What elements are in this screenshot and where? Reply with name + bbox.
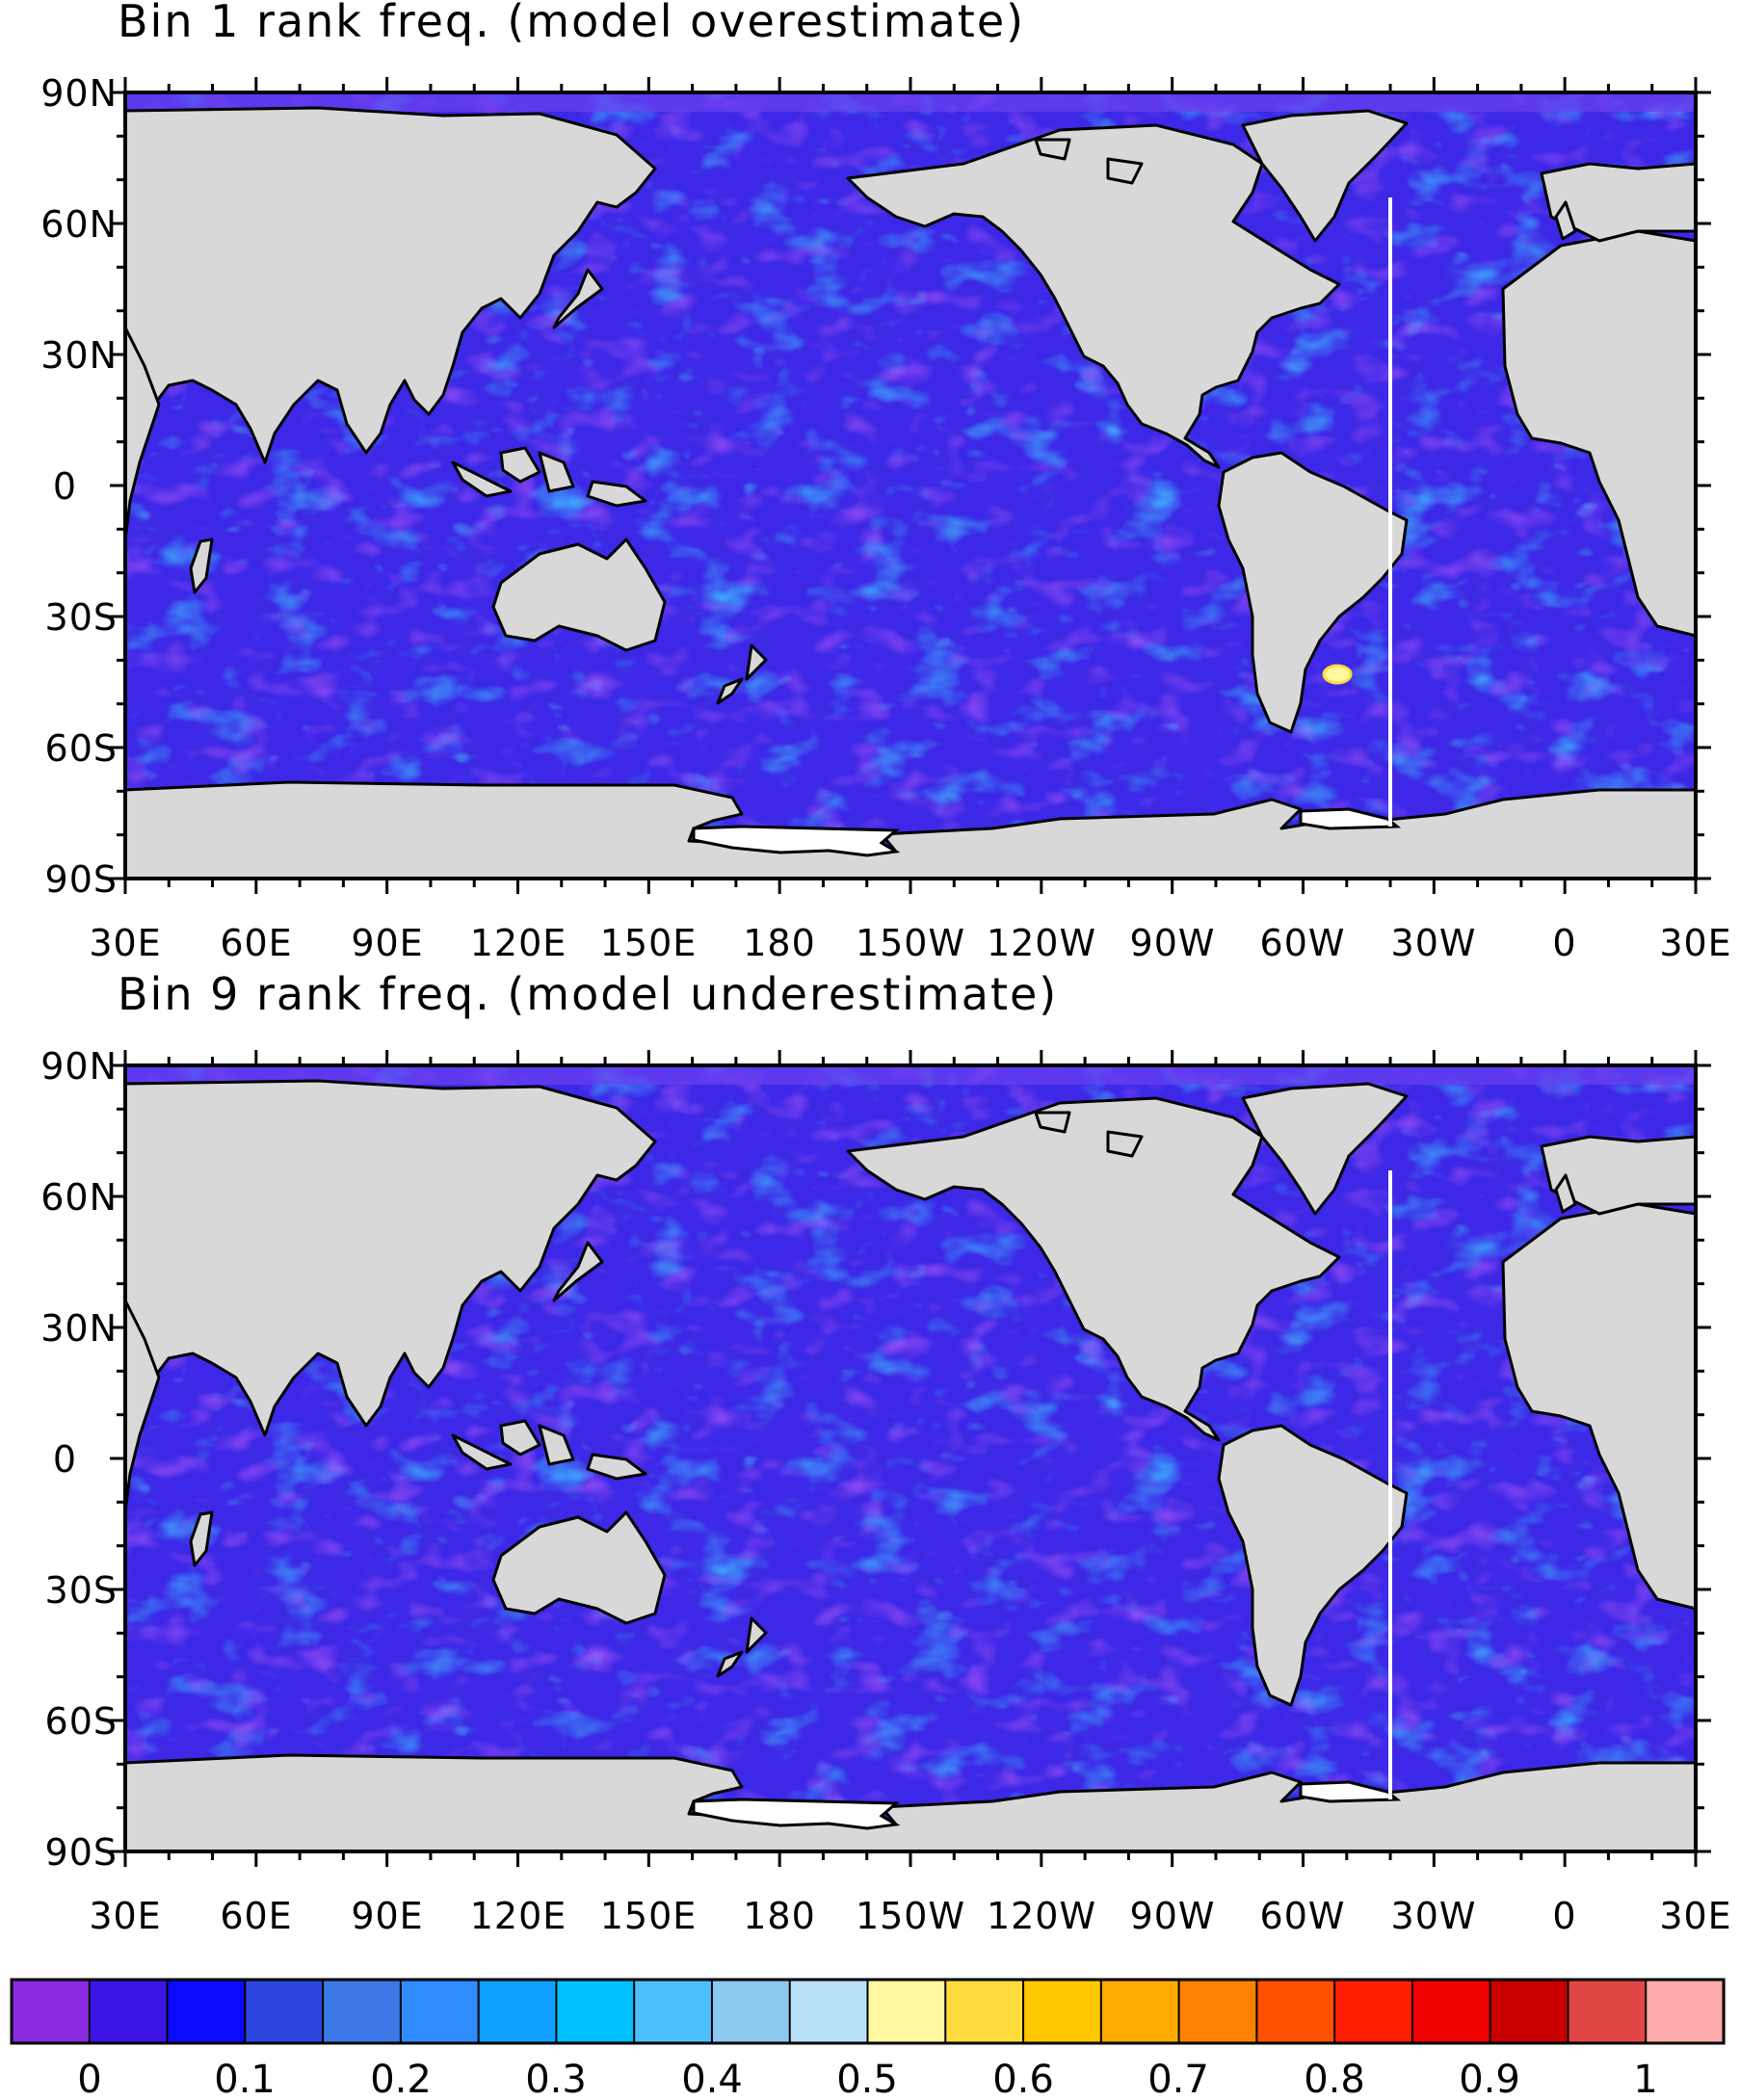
colorbar-label: 0.4 [681,2058,743,2100]
colorbar-swatch [1255,1979,1336,2044]
colorbar-swatch [710,1979,792,2044]
high-value-hotspot [1322,664,1353,685]
colorbar-swatch [11,1979,92,2044]
colorbar-label: 0.7 [1147,2058,1209,2100]
colorbar: 0 0.1 0.2 0.3 0.4 0.5 0.6 0.7 0.8 0.9 1 [10,1978,1726,2100]
colorbar-swatch [1567,1979,1648,2044]
lon-tick-label: 0 [1552,922,1576,964]
lat-tick-label: 90S [45,858,118,901]
colorbar-swatch [477,1979,559,2044]
colorbar-swatch [1333,1979,1414,2044]
lon-tick-label: 60E [220,1895,292,1937]
lat-tick-label: 30S [45,596,118,639]
lon-tick-label: 0 [1552,1895,1576,1937]
lat-tick-label: 90N [40,1045,118,1088]
colorbar-label: 0.5 [836,2058,898,2100]
lon-tick-label: 120E [470,922,567,964]
lat-tick-label: 0 [53,1438,77,1481]
lon-tick-label: 60W [1260,1895,1346,1937]
lon-tick-label: 120W [987,1895,1096,1937]
colorbar-swatch [322,1979,403,2044]
lat-tick-label: 90S [45,1831,118,1874]
colorbar-swatch [633,1979,714,2044]
axis-ticks [110,1050,1711,1867]
lon-tick-label: 150E [600,922,698,964]
colorbar-label: 0.6 [992,2058,1054,2100]
lat-tick-label: 90N [40,72,118,115]
lon-tick-label: 150W [856,1895,965,1937]
colorbar-label: 0.3 [525,2058,587,2100]
lon-tick-label: 90W [1130,922,1216,964]
panel-bin1: Bin 1 rank freq. (model overestimate) 90… [40,0,1731,964]
lat-tick-label: 60N [40,1176,118,1219]
colorbar-swatch [866,1979,947,2044]
colorbar-label: 0.2 [370,2058,432,2100]
lon-tick-label: 180 [743,1895,816,1937]
lon-tick-label: 90E [351,1895,423,1937]
lat-tick-label: 30N [40,1307,118,1350]
map-area [123,92,1698,880]
colorbar-labels: 0 0.1 0.2 0.3 0.4 0.5 0.6 0.7 0.8 0.9 1 [77,2058,1657,2100]
axis-ticks [110,77,1711,894]
colorbar-swatch [88,1979,170,2044]
lon-tick-label: 90E [351,922,423,964]
lon-tick-label: 30E [1659,1895,1731,1937]
panel-title: Bin 9 rank freq. (model underestimate) [118,968,1058,1020]
lat-tick-label: 0 [53,465,77,508]
lat-tick-label: 30N [40,334,118,377]
colorbar-swatch [788,1979,870,2044]
lon-tick-label: 150E [600,1895,698,1937]
colorbar-swatch [399,1979,481,2044]
colorbar-swatch [1645,1979,1726,2044]
colorbar-swatch [166,1979,247,2044]
lon-tick-label: 30W [1391,1895,1477,1937]
lon-tick-label: 120W [987,922,1096,964]
lon-tick-label: 60E [220,922,292,964]
lat-labels: 90N 60N 30N 0 30S 60S 90S [40,72,118,901]
map-area [123,1065,1698,1853]
lon-tick-label: 30E [89,1895,161,1937]
colorbar-swatch [1410,1979,1492,2044]
lon-tick-label: 180 [743,922,816,964]
colorbar-label: 1 [1633,2058,1657,2100]
panel-bin9: Bin 9 rank freq. (model underestimate) 9… [40,968,1731,1937]
colorbar-label: 0.9 [1459,2058,1520,2100]
lon-tick-label: 120E [470,1895,567,1937]
lon-labels: 30E 60E 90E 120E 150E 180 150W 120W 90W … [89,922,1731,964]
lon-tick-label: 90W [1130,1895,1216,1937]
colorbar-swatch [555,1979,636,2044]
lat-tick-label: 60N [40,203,118,246]
lat-tick-label: 60S [45,1700,118,1743]
lon-tick-label: 30E [89,922,161,964]
lat-tick-label: 60S [45,727,118,770]
lon-tick-label: 60W [1260,922,1346,964]
colorbar-swatch [1177,1979,1258,2044]
lon-tick-label: 150W [856,922,965,964]
panel-title: Bin 1 rank freq. (model overestimate) [118,0,1025,47]
lat-tick-label: 30S [45,1569,118,1612]
colorbar-label: 0.8 [1304,2058,1365,2100]
colorbar-swatch [1489,1979,1570,2044]
colorbar-swatch [1022,1979,1103,2044]
lat-labels: 90N 60N 30N 0 30S 60S 90S [40,1045,118,1874]
colorbar-swatch [1099,1979,1181,2044]
colorbar-swatch [244,1979,325,2044]
colorbar-swatch [944,1979,1025,2044]
lon-tick-label: 30W [1391,922,1477,964]
colorbar-label: 0.1 [214,2058,276,2100]
lon-labels: 30E 60E 90E 120E 150E 180 150W 120W 90W … [89,1895,1731,1937]
lon-tick-label: 30E [1659,922,1731,964]
colorbar-label: 0 [77,2058,101,2100]
